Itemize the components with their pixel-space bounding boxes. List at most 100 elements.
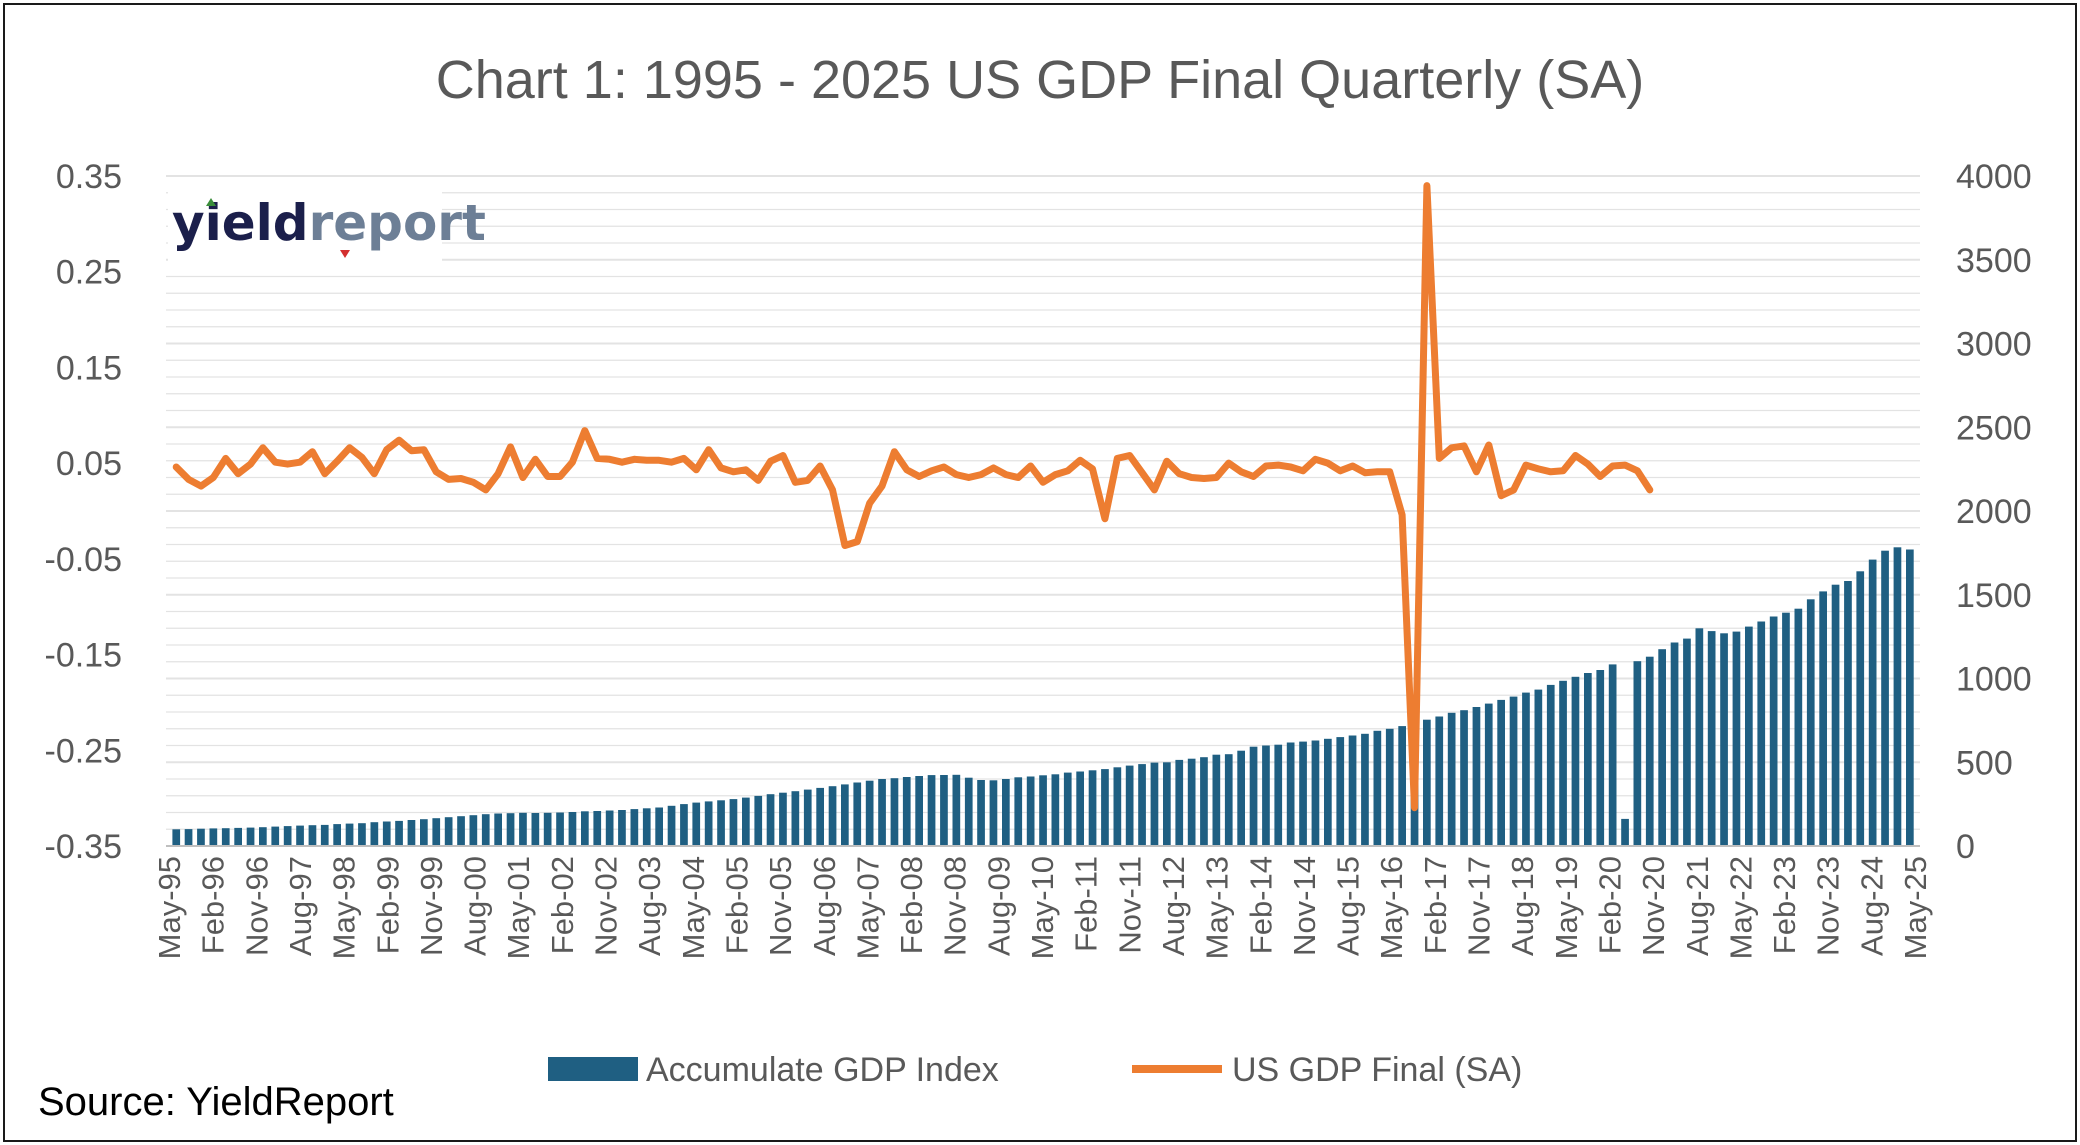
x-axis-tick-label: Feb-08 xyxy=(894,856,929,954)
bar xyxy=(1670,642,1679,846)
bar xyxy=(1088,770,1097,846)
bar xyxy=(519,812,527,846)
bar xyxy=(308,825,317,846)
bar xyxy=(1633,661,1642,846)
bar xyxy=(1150,762,1159,846)
x-axis: May-95 Feb-96 Nov-96 Aug-97 May-98 Feb-99 Nov-… xyxy=(152,845,1933,959)
bar xyxy=(1113,767,1122,846)
bar xyxy=(469,815,478,846)
bar xyxy=(878,779,886,846)
bar xyxy=(457,816,465,846)
right-axis-tick-label: 3500 xyxy=(1956,242,2032,280)
bar xyxy=(333,824,341,846)
left-axis-tick-label: -0.35 xyxy=(45,828,123,866)
bar xyxy=(1398,726,1406,846)
x-axis-tick-label: May-10 xyxy=(1025,856,1060,959)
bar xyxy=(791,791,800,846)
bar xyxy=(296,825,304,846)
left-axis-tick-label: -0.25 xyxy=(45,732,123,770)
bar xyxy=(977,780,985,846)
bar xyxy=(184,829,193,846)
bar xyxy=(283,826,292,846)
bar xyxy=(1076,771,1084,846)
bar xyxy=(1732,631,1741,846)
bar xyxy=(1484,703,1493,846)
x-axis-tick-label: Nov-05 xyxy=(763,856,798,956)
bar xyxy=(370,822,379,846)
bar xyxy=(246,827,255,846)
bar xyxy=(1311,740,1320,846)
x-axis-tick-label: May-22 xyxy=(1723,856,1758,959)
left-axis-tick-label: -0.05 xyxy=(45,541,123,579)
source-label: Source: YieldReport xyxy=(38,1080,394,1124)
bar xyxy=(1249,746,1258,846)
bar xyxy=(1051,774,1060,846)
bar xyxy=(853,782,862,846)
bar xyxy=(1546,684,1555,846)
bar xyxy=(1014,777,1023,846)
bar xyxy=(197,828,205,846)
line-path xyxy=(172,182,1654,812)
bar xyxy=(1212,754,1221,846)
bar xyxy=(1769,616,1778,846)
bar xyxy=(1497,699,1505,846)
bar xyxy=(1063,772,1072,846)
bar xyxy=(556,812,564,846)
bar xyxy=(1187,758,1196,846)
bar xyxy=(865,780,874,846)
bar xyxy=(964,777,973,846)
bar xyxy=(915,776,923,846)
bar xyxy=(680,804,688,846)
x-axis-tick-label: May-04 xyxy=(676,856,711,959)
bar xyxy=(890,778,899,846)
bar xyxy=(395,820,403,846)
bar xyxy=(1720,633,1728,846)
bar xyxy=(667,805,676,846)
bar xyxy=(1163,762,1171,847)
bar xyxy=(1534,689,1543,846)
bar xyxy=(568,812,577,846)
x-axis-tick-label: Feb-20 xyxy=(1592,856,1627,954)
bar xyxy=(779,792,787,846)
bar xyxy=(729,799,738,846)
bar xyxy=(1559,680,1567,846)
bar xyxy=(1881,550,1889,846)
x-axis-tick-label: May-95 xyxy=(152,856,187,959)
bar xyxy=(1571,676,1580,846)
bar xyxy=(1026,776,1035,846)
bar xyxy=(1002,779,1010,846)
left-axis-tick-label: 0.25 xyxy=(56,254,122,292)
bar xyxy=(1447,712,1456,846)
bar xyxy=(1460,710,1468,846)
gridlines xyxy=(166,175,1920,847)
bar xyxy=(1125,765,1134,846)
chart-frame xyxy=(3,3,2077,1142)
bar xyxy=(593,811,602,846)
legend-bar-swatch xyxy=(548,1057,638,1081)
x-axis-tick-label: Nov-08 xyxy=(938,856,973,956)
bar xyxy=(1509,696,1518,846)
x-axis-tick-label: Aug-21 xyxy=(1680,856,1715,956)
bar xyxy=(692,802,701,846)
left-axis: 0.35 0.25 0.15 0.05 -0.05 -0.15 -0.25 -0.35 xyxy=(45,158,123,866)
bar xyxy=(642,808,651,846)
x-axis-tick-label: Nov-17 xyxy=(1462,856,1497,956)
bar xyxy=(1906,549,1914,846)
left-axis-tick-label: 0.05 xyxy=(56,445,122,483)
bar xyxy=(1361,733,1369,846)
x-axis-tick-label: May-98 xyxy=(327,856,362,959)
bar xyxy=(803,789,812,846)
x-axis-tick-label: Nov-14 xyxy=(1287,856,1322,956)
legend-bar-label: Accumulate GDP Index xyxy=(646,1051,999,1089)
x-axis-tick-label: May-25 xyxy=(1898,856,1933,959)
chart-title: Chart 1: 1995 - 2025 US GDP Final Quarte… xyxy=(436,50,1645,110)
x-axis-tick-label: Aug-09 xyxy=(981,856,1016,956)
bar xyxy=(1224,754,1233,846)
bar xyxy=(1138,764,1146,846)
bar xyxy=(1856,571,1865,846)
bar xyxy=(221,828,230,846)
bar xyxy=(1683,638,1691,846)
bar xyxy=(1596,670,1605,846)
x-axis-tick-label: Feb-23 xyxy=(1767,856,1802,954)
bar xyxy=(1423,719,1431,846)
